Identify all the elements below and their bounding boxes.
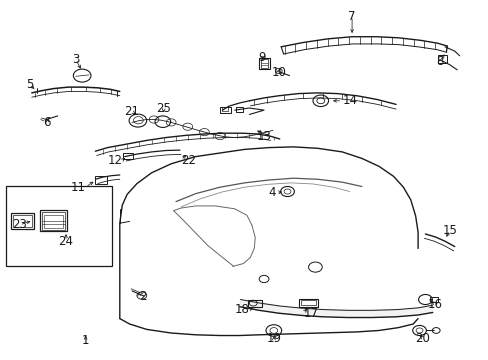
Text: 13: 13 xyxy=(256,130,271,143)
Polygon shape xyxy=(239,300,432,318)
Text: 3: 3 xyxy=(72,53,80,66)
Text: 9: 9 xyxy=(257,51,265,64)
Text: 1: 1 xyxy=(81,334,89,347)
Text: 4: 4 xyxy=(268,186,276,199)
Text: 11: 11 xyxy=(70,181,85,194)
Text: 22: 22 xyxy=(181,154,196,167)
Text: 23: 23 xyxy=(12,219,27,231)
Text: 24: 24 xyxy=(59,235,73,248)
Bar xyxy=(299,299,317,307)
Text: 15: 15 xyxy=(442,224,456,237)
Bar xyxy=(6,186,112,266)
Bar xyxy=(40,210,67,231)
Text: 10: 10 xyxy=(271,66,285,78)
Bar xyxy=(235,107,243,112)
Bar xyxy=(123,153,133,159)
Text: 5: 5 xyxy=(25,78,33,91)
Text: 17: 17 xyxy=(303,307,318,320)
Text: 8: 8 xyxy=(435,55,443,68)
Text: 14: 14 xyxy=(342,94,357,107)
Bar xyxy=(95,176,107,184)
Bar xyxy=(13,215,32,227)
Text: 21: 21 xyxy=(124,105,139,118)
Text: 12: 12 xyxy=(107,154,122,167)
Bar xyxy=(437,55,446,63)
Bar xyxy=(259,58,269,69)
Text: 19: 19 xyxy=(266,332,281,345)
Bar xyxy=(248,300,262,307)
Bar xyxy=(301,300,315,305)
Text: 20: 20 xyxy=(415,332,429,345)
Text: 18: 18 xyxy=(234,303,249,316)
Bar xyxy=(429,297,437,302)
Text: 7: 7 xyxy=(347,10,355,23)
Bar xyxy=(220,107,230,113)
Text: 16: 16 xyxy=(427,298,442,311)
Bar xyxy=(44,215,63,228)
Bar xyxy=(260,59,268,68)
Bar xyxy=(11,213,34,229)
Bar xyxy=(42,212,65,230)
Text: 6: 6 xyxy=(42,116,50,129)
Text: 25: 25 xyxy=(156,102,171,114)
Bar xyxy=(222,107,228,111)
Text: 2: 2 xyxy=(139,291,146,303)
